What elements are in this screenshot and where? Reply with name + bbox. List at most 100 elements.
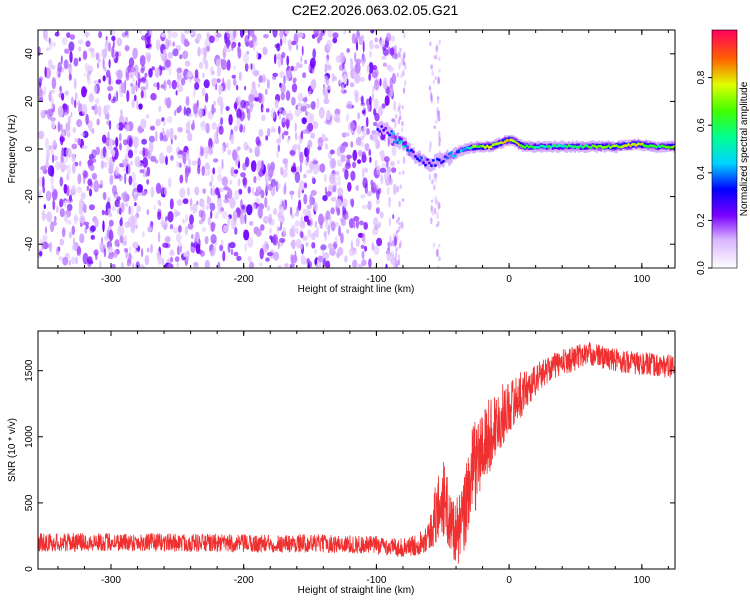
noise-speckle xyxy=(80,222,83,227)
noise-speckle xyxy=(116,123,120,130)
noise-speckle xyxy=(289,150,296,156)
noise-speckle xyxy=(206,204,209,210)
noise-speckle xyxy=(169,198,174,210)
noise-speckle xyxy=(107,254,114,260)
noise-speckle xyxy=(98,260,102,268)
noise-speckle xyxy=(297,102,303,107)
noise-speckle xyxy=(338,79,343,85)
signal-cell xyxy=(456,150,459,154)
noise-speckle xyxy=(78,46,82,52)
noise-speckle xyxy=(346,154,352,159)
noise-speckle xyxy=(183,106,187,116)
noise-speckle xyxy=(196,33,202,40)
noise-speckle xyxy=(177,154,183,159)
noise-speckle xyxy=(75,256,78,265)
noise-speckle xyxy=(361,204,369,210)
noise-speckle xyxy=(310,113,314,124)
noise-speckle xyxy=(146,36,151,45)
signal-cell xyxy=(657,144,660,148)
signal-cell xyxy=(671,146,674,149)
noise-speckle xyxy=(185,96,190,106)
noise-speckle xyxy=(220,117,224,125)
noise-speckle xyxy=(301,117,307,125)
noise-speckle xyxy=(131,84,136,95)
signal-cell xyxy=(515,141,519,145)
noise-speckle xyxy=(231,43,236,49)
noise-streak xyxy=(397,106,400,111)
noise-speckle xyxy=(185,121,191,131)
noise-speckle xyxy=(368,148,372,157)
noise-speckle xyxy=(274,53,277,65)
spectrogram-y-axis-label: Frequency (Hz) xyxy=(7,115,18,184)
noise-speckle xyxy=(327,243,334,249)
noise-speckle xyxy=(177,246,181,256)
noise-speckle xyxy=(307,122,314,132)
signal-cell xyxy=(625,144,628,148)
signal-cell xyxy=(597,144,600,148)
signal-cell xyxy=(430,164,433,168)
noise-speckle xyxy=(312,68,315,75)
noise-speckle xyxy=(249,30,255,37)
noise-speckle xyxy=(66,164,72,176)
noise-speckle xyxy=(297,32,304,38)
noise-speckle xyxy=(63,109,69,116)
noise-speckle xyxy=(93,80,99,85)
noise-speckle xyxy=(341,83,345,94)
noise-speckle xyxy=(135,261,140,268)
signal-cell xyxy=(438,161,441,169)
noise-speckle xyxy=(330,221,336,232)
noise-speckle xyxy=(182,218,185,224)
noise-speckle xyxy=(146,247,150,253)
noise-speckle xyxy=(42,213,48,219)
noise-speckle xyxy=(218,85,223,93)
noise-speckle xyxy=(311,242,316,249)
noise-speckle xyxy=(133,249,138,254)
noise-speckle xyxy=(90,234,96,240)
noise-speckle xyxy=(87,120,93,129)
noise-speckle xyxy=(299,223,306,230)
noise-speckle xyxy=(179,174,184,184)
spectrogram-x-tick-label: -300 xyxy=(101,274,121,285)
noise-speckle xyxy=(361,109,366,115)
noise-speckle xyxy=(167,177,172,188)
noise-speckle xyxy=(80,192,86,200)
noise-streak xyxy=(438,130,441,139)
signal-cell xyxy=(639,142,642,146)
noise-speckle xyxy=(134,94,137,102)
signal-cell xyxy=(394,140,397,144)
noise-speckle xyxy=(235,84,239,91)
noise-speckle xyxy=(252,70,260,77)
noise-speckle xyxy=(393,100,397,112)
noise-speckle xyxy=(298,199,302,211)
noise-speckle xyxy=(367,200,372,211)
signal-cell xyxy=(653,144,656,148)
noise-speckle xyxy=(40,165,47,171)
noise-speckle xyxy=(193,86,196,98)
noise-speckle xyxy=(300,231,304,239)
noise-speckle xyxy=(43,204,46,210)
noise-speckle xyxy=(355,237,360,247)
noise-speckle xyxy=(389,252,393,257)
noise-speckle xyxy=(44,110,48,115)
signal-cell xyxy=(400,139,403,143)
noise-speckle xyxy=(169,256,174,263)
noise-speckle xyxy=(214,212,219,220)
spectrogram-signal-track xyxy=(376,120,675,172)
noise-speckle xyxy=(157,211,162,220)
noise-speckle xyxy=(265,108,270,113)
noise-speckle xyxy=(47,165,55,177)
noise-speckle xyxy=(349,57,353,62)
noise-speckle xyxy=(216,33,222,38)
signal-cell xyxy=(523,145,527,149)
noise-speckle xyxy=(194,186,200,196)
noise-speckle xyxy=(294,171,301,184)
noise-speckle xyxy=(265,135,269,141)
noise-speckle xyxy=(240,199,243,209)
spectrogram-y-tick-label: 40 xyxy=(24,48,35,60)
noise-speckle xyxy=(257,83,260,88)
noise-speckle xyxy=(376,189,380,200)
noise-speckle xyxy=(388,177,393,185)
noise-speckle xyxy=(204,149,209,159)
noise-speckle xyxy=(317,255,324,263)
noise-speckle xyxy=(230,166,235,177)
